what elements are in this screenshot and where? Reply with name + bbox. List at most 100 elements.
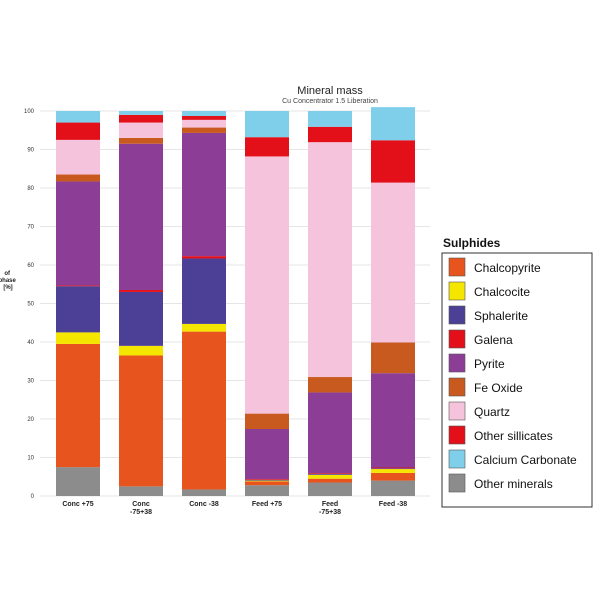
legend-label: Sphalerite xyxy=(474,309,528,323)
bar-segment xyxy=(245,479,289,480)
y-axis-label-line-2: phase xyxy=(0,278,16,284)
y-axis-ticks: 0 10 20 30 40 50 60 70 80 90 100 xyxy=(24,109,35,500)
bar-segment xyxy=(182,258,226,324)
y-tick-label: 80 xyxy=(27,186,34,192)
bar-segment xyxy=(182,127,226,133)
y-tick-label: 0 xyxy=(31,494,35,500)
legend-label: Galena xyxy=(474,333,513,347)
legend-label: Other minerals xyxy=(474,477,553,491)
bar-segment xyxy=(308,478,352,483)
bar-segment xyxy=(119,114,163,123)
bar-segment xyxy=(245,480,289,482)
bar-segment xyxy=(182,256,226,259)
bar-segment xyxy=(119,486,163,496)
legend-swatch xyxy=(448,353,466,373)
bar-segment xyxy=(182,111,226,117)
bar-segment xyxy=(371,469,415,473)
bar-segment xyxy=(182,331,226,490)
y-tick-label: 30 xyxy=(27,379,34,385)
legend-label: Chalcocite xyxy=(474,285,530,299)
bar-segment xyxy=(308,473,352,475)
bar-segment xyxy=(371,480,415,496)
legend-label: Other sillicates xyxy=(474,429,553,443)
x-category-label: Feed +75 xyxy=(252,501,282,508)
bar-segment xyxy=(245,481,289,486)
bar-stack xyxy=(371,107,415,496)
bar-segment xyxy=(56,174,100,182)
bar-segment xyxy=(119,137,163,144)
x-category-label: Feed -75+38 xyxy=(319,501,341,516)
legend-swatch xyxy=(448,473,466,493)
bar-segment xyxy=(371,373,415,468)
legend-swatch xyxy=(448,377,466,397)
bar-stack xyxy=(56,111,100,496)
y-tick-label: 70 xyxy=(27,225,34,231)
bar-segment xyxy=(182,132,226,257)
bar-segment xyxy=(245,413,289,430)
x-category-label: Conc -75+38 xyxy=(130,501,152,516)
y-tick-label: 50 xyxy=(27,302,34,308)
y-tick-label: 60 xyxy=(27,263,34,269)
bar-segment xyxy=(245,156,289,414)
bar-segment xyxy=(56,285,100,287)
bar-segment xyxy=(371,342,415,374)
legend-title: Sulphides xyxy=(443,236,501,250)
legend-swatch xyxy=(448,401,466,421)
y-axis-label: of phase [%] xyxy=(0,271,18,291)
legend-swatch xyxy=(448,329,466,349)
y-tick-label: 100 xyxy=(24,109,35,115)
bar-segment xyxy=(56,343,100,468)
x-category-label: Conc -38 xyxy=(189,501,219,508)
bar-segment xyxy=(371,140,415,183)
legend-swatch xyxy=(448,449,466,469)
bar-segment xyxy=(182,323,226,332)
bar-segment xyxy=(371,107,415,141)
bar-stack xyxy=(119,111,163,496)
bar-segment xyxy=(119,345,163,356)
bar-segment xyxy=(119,355,163,487)
bar-stack xyxy=(182,111,226,496)
bar-segment xyxy=(308,377,352,393)
x-category-label: Feed -38 xyxy=(379,501,408,508)
chart-title: Mineral mass xyxy=(297,85,363,97)
legend-swatch xyxy=(448,425,466,445)
bar-segment xyxy=(245,429,289,480)
legend-label: Pyrite xyxy=(474,357,505,371)
bar-segment xyxy=(371,468,415,470)
bar-segment xyxy=(119,291,163,346)
bar-segment xyxy=(56,332,100,344)
bar-segment xyxy=(56,139,100,175)
bar-segment xyxy=(308,474,352,475)
y-axis-label-line-1: of xyxy=(4,271,11,277)
bar-stack xyxy=(308,111,352,496)
legend-box xyxy=(441,252,593,508)
y-tick-label: 20 xyxy=(27,417,34,423)
bar-segment xyxy=(119,122,163,138)
bar-segment xyxy=(245,111,289,138)
bar-segment xyxy=(308,126,352,143)
y-tick-label: 90 xyxy=(27,148,34,154)
bar-segment xyxy=(371,467,415,469)
bar-segment xyxy=(308,111,352,127)
legend-label: Chalcopyrite xyxy=(474,261,541,275)
y-tick-label: 40 xyxy=(27,340,34,346)
bar-segment xyxy=(182,116,226,120)
bar-segment xyxy=(56,286,100,333)
bar-segment xyxy=(182,489,226,496)
bar-segment xyxy=(119,290,163,292)
bar-segment xyxy=(308,474,352,479)
x-axis-categories: Conc +75 Conc -75+38 Conc -38 Feed +75 Feed -7… xyxy=(62,501,407,516)
legend-swatch xyxy=(448,281,466,301)
bar-segment xyxy=(182,119,226,128)
bar-segment xyxy=(308,142,352,378)
legend-label: Calcium Carbonate xyxy=(474,453,577,467)
bar-segment xyxy=(119,143,163,291)
bar-segment xyxy=(56,181,100,286)
bar-segment xyxy=(245,137,289,157)
bar-segment xyxy=(56,122,100,140)
bar-segment xyxy=(308,392,352,474)
bar-segment xyxy=(119,111,163,115)
legend-label: Fe Oxide xyxy=(474,381,523,395)
legend-label: Quartz xyxy=(474,405,510,419)
